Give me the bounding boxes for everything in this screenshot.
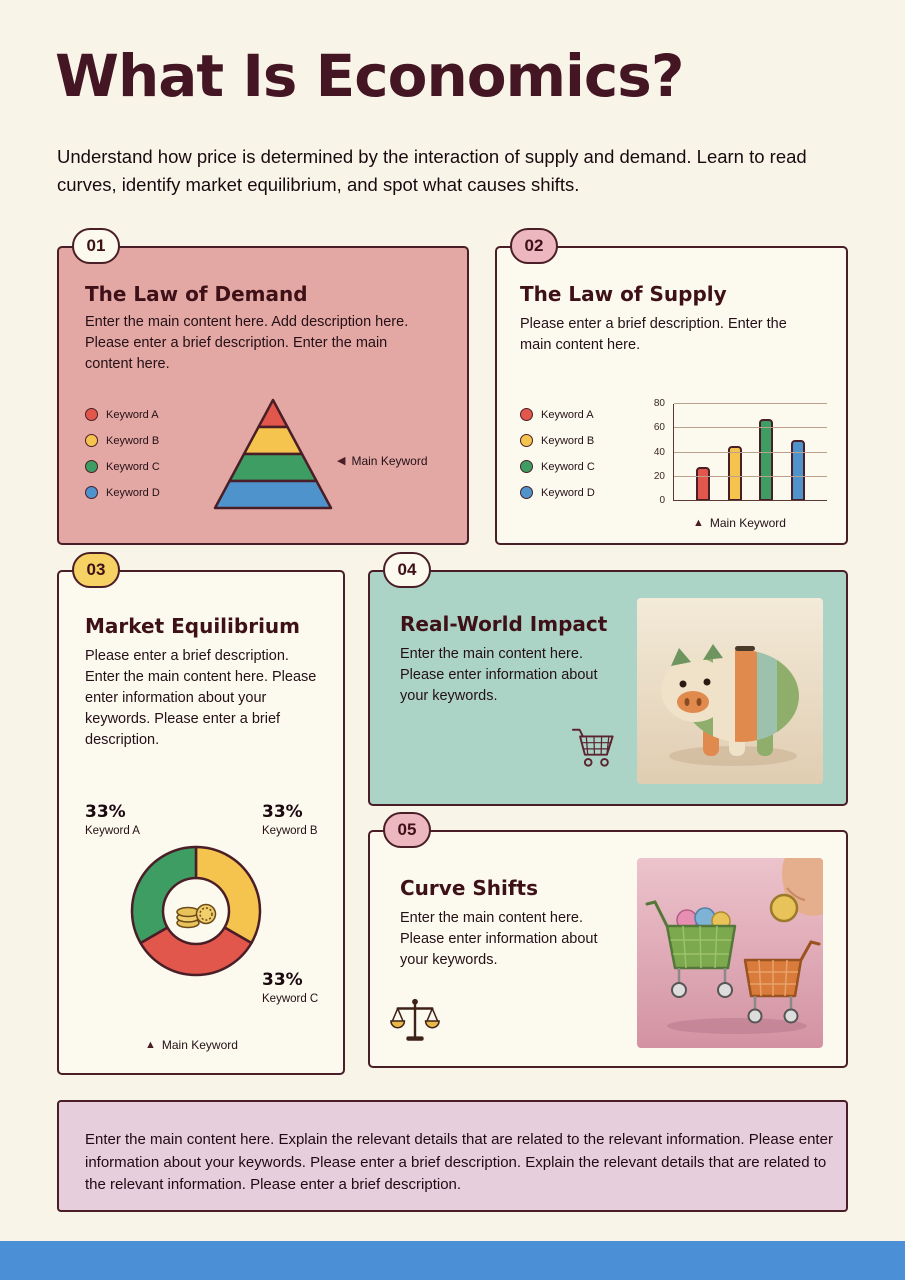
donut-keyword: Keyword A: [85, 825, 140, 837]
page-title: What Is Economics?: [55, 42, 684, 110]
legend-dot-yellow-icon: [520, 434, 533, 447]
donut-segment-keyword-b: [194, 845, 262, 945]
badge-01: 01: [72, 228, 120, 264]
bar-chart-ytick: 60: [653, 422, 665, 434]
card-supply-title: The Law of Supply: [520, 282, 727, 306]
bar-keyword-d: [791, 440, 806, 501]
legend-dot-red-icon: [85, 408, 98, 421]
supply-legend: Keyword A Keyword B Keyword C Keyword D: [520, 408, 595, 512]
legend-item: Keyword C: [85, 460, 160, 473]
legend-label: Keyword C: [106, 460, 160, 473]
card-market-equilibrium: Market Equilibrium Please enter a brief …: [57, 570, 345, 1075]
legend-item: Keyword B: [85, 434, 160, 447]
legend-item: Keyword D: [85, 486, 160, 499]
legend-item: Keyword D: [520, 486, 595, 499]
legend-dot-yellow-icon: [85, 434, 98, 447]
piggy-bank-illustration: [637, 598, 823, 784]
bar-chart-ytick: 0: [659, 495, 665, 506]
footer-text: Enter the main content here. Explain the…: [85, 1131, 833, 1193]
balance-scales-icon: [390, 998, 440, 1041]
triangle-up-icon: ▲: [693, 516, 704, 529]
legend-dot-green-icon: [520, 460, 533, 473]
card-equilibrium-description: Please enter a brief description. Enter …: [85, 648, 317, 749]
bar-chart-ytick: 40: [653, 446, 665, 458]
legend-dot-green-icon: [85, 460, 98, 473]
card-impact-title: Real-World Impact: [400, 612, 608, 636]
badge-02: 02: [510, 228, 558, 264]
card-shifts-title: Curve Shifts: [400, 876, 539, 900]
legend-label: Keyword D: [106, 486, 160, 499]
main-keyword-label: Main Keyword: [161, 1038, 238, 1052]
card-equilibrium-title: Market Equilibrium: [85, 614, 301, 638]
shopping-carts-illustration: [637, 858, 823, 1048]
pyramid-chart: [213, 398, 333, 510]
legend-dot-red-icon: [520, 408, 533, 421]
donut-segment-keyword-a: [130, 845, 198, 945]
donut-keyword: Keyword B: [262, 825, 318, 837]
donut-chart: [130, 845, 262, 977]
legend-item: Keyword C: [520, 460, 595, 473]
legend-dot-blue-icon: [85, 486, 98, 499]
legend-label: Keyword A: [541, 408, 594, 421]
bar-chart-plot: [673, 403, 827, 501]
badge-03: 03: [72, 552, 120, 588]
card-shifts-description: Enter the main content here. Please ente…: [400, 910, 598, 969]
donut-pct: 33%: [85, 802, 126, 822]
legend-label: Keyword B: [106, 434, 160, 447]
pyramid-level-1: [257, 398, 289, 429]
card-real-world-impact: Real-World Impact Enter the main content…: [368, 570, 848, 806]
legend-item: Keyword A: [85, 408, 160, 421]
donut-keyword: Keyword C: [262, 993, 319, 1005]
legend-dot-blue-icon: [520, 486, 533, 499]
legend-item: Keyword A: [520, 408, 595, 421]
bar-chart-y-axis: 0 20 40 60 80: [645, 398, 669, 506]
bar-keyword-c: [759, 418, 774, 501]
pyramid-level-4: [213, 479, 333, 510]
bar-chart-ytick: 20: [653, 470, 665, 482]
shopping-cart-icon: [571, 728, 614, 767]
main-keyword-label: Main Keyword: [351, 454, 428, 468]
pyramid-level-2: [242, 425, 304, 456]
donut-label-keyword-b: 33% Keyword B: [262, 802, 318, 837]
donut-pct: 33%: [262, 802, 303, 822]
card-impact-description: Enter the main content here. Please ente…: [400, 646, 598, 705]
supply-main-keyword: ▲ Main Keyword: [693, 516, 786, 530]
bottom-accent-bar: [0, 1241, 905, 1280]
donut-label-keyword-c: 33% Keyword C: [262, 970, 318, 1005]
equilibrium-main-keyword: ▲ Main Keyword: [145, 1038, 238, 1052]
bar-chart: 0 20 40 60 80: [645, 398, 837, 512]
card-law-of-demand: The Law of Demand Enter the main content…: [57, 246, 469, 545]
triangle-up-icon: ▲: [145, 1038, 156, 1051]
main-keyword-label: Main Keyword: [709, 516, 786, 530]
demand-main-keyword: ◀ Main Keyword: [337, 454, 428, 468]
donut-pct: 33%: [262, 970, 303, 990]
pyramid-level-3: [228, 452, 318, 483]
bar-chart-ytick: 80: [653, 398, 665, 409]
legend-label: Keyword D: [541, 486, 595, 499]
piggy-bank-image: [637, 598, 823, 784]
footer-box: Enter the main content here. Explain the…: [57, 1100, 848, 1212]
bar-keyword-b: [727, 446, 742, 501]
triangle-left-icon: ◀: [337, 454, 346, 467]
badge-04: 04: [383, 552, 431, 588]
coins-icon: [176, 903, 217, 929]
bar-keyword-a: [695, 467, 710, 501]
card-demand-description: Enter the main content here. Add descrip…: [85, 314, 409, 373]
card-curve-shifts: Curve Shifts Enter the main content here…: [368, 830, 848, 1068]
legend-item: Keyword B: [520, 434, 595, 447]
card-law-of-supply: The Law of Supply Please enter a brief d…: [495, 246, 848, 545]
legend-label: Keyword C: [541, 460, 595, 473]
shopping-carts-image: [637, 858, 823, 1048]
legend-label: Keyword B: [541, 434, 595, 447]
demand-legend: Keyword A Keyword B Keyword C Keyword D: [85, 408, 160, 512]
page-subtitle: Understand how price is determined by th…: [57, 146, 807, 195]
donut-label-keyword-a: 33% Keyword A: [85, 802, 140, 837]
card-demand-title: The Law of Demand: [85, 282, 308, 306]
card-supply-description: Please enter a brief description. Enter …: [520, 316, 787, 354]
bar-chart-bars: [674, 404, 827, 501]
badge-05: 05: [383, 812, 431, 848]
legend-label: Keyword A: [106, 408, 159, 421]
donut-segment-keyword-c: [139, 926, 253, 977]
